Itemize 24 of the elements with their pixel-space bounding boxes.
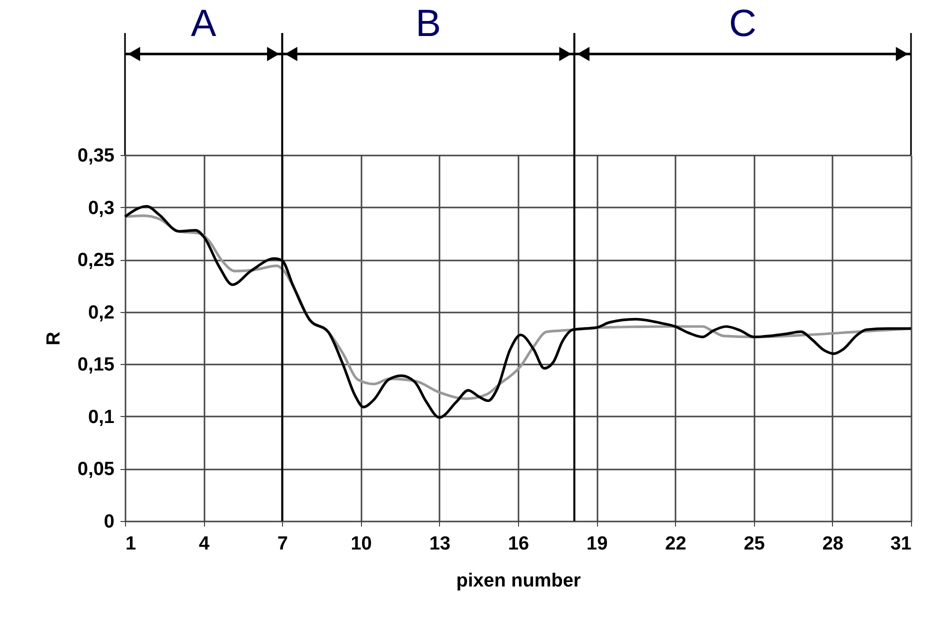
x-tick-label: 16 <box>508 534 530 554</box>
text: B <box>416 3 441 45</box>
x-tick-label: 7 <box>277 534 288 554</box>
y-axis-title: R <box>44 331 65 346</box>
x-tick-label: 13 <box>429 534 450 554</box>
x-tick-label: 10 <box>350 534 372 554</box>
x-tick-label: 4 <box>198 534 210 554</box>
text: C <box>728 3 756 45</box>
y-tick-label: 0,25 <box>78 250 115 272</box>
y-tick-label: 0,3 <box>88 198 114 219</box>
x-tick-label: 19 <box>586 534 608 554</box>
y-tick-label: 0,15 <box>78 354 115 376</box>
x-tick-label: 22 <box>665 534 686 554</box>
text: A <box>190 3 217 45</box>
x-axis-title: pixen number <box>456 570 582 592</box>
x-tick-label: 31 <box>890 534 912 554</box>
x-tick-label: 28 <box>822 534 844 554</box>
x-tick-label: 1 <box>126 534 136 554</box>
y-tick-label: 0,05 <box>78 459 115 480</box>
x-tick-label: 25 <box>744 534 766 554</box>
y-tick-label: 0,2 <box>88 302 114 324</box>
y-tick-label: 0,35 <box>78 146 115 166</box>
y-tick-label: 0 <box>104 512 114 532</box>
y-tick-label: 0,1 <box>88 406 115 428</box>
